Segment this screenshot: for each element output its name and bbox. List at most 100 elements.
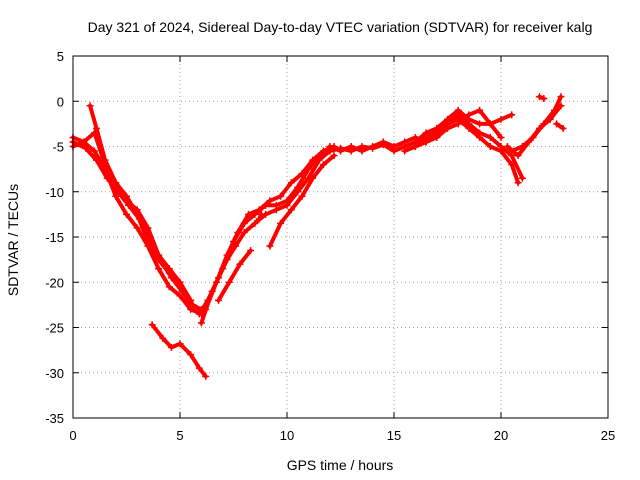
data-point <box>514 179 522 187</box>
data-point <box>176 340 184 348</box>
data-point <box>433 133 441 141</box>
x-tick-labels: 0 5 10 15 20 25 <box>69 428 615 443</box>
data-point <box>266 242 274 250</box>
data-point <box>159 334 167 342</box>
data-point <box>90 147 98 155</box>
data-series <box>69 93 567 380</box>
series-trace-3 <box>88 103 204 312</box>
data-point <box>165 283 173 291</box>
data-point <box>557 102 565 110</box>
data-point <box>144 224 152 232</box>
data-point <box>93 156 101 164</box>
y-tick-label: -30 <box>45 366 64 381</box>
y-tick-label: -15 <box>45 230 64 245</box>
data-point <box>557 93 565 101</box>
data-point <box>454 120 462 128</box>
data-point <box>197 319 205 327</box>
data-point <box>155 265 163 273</box>
data-point <box>255 215 263 223</box>
data-point <box>465 111 473 119</box>
y-tick-label: -35 <box>45 411 64 426</box>
data-point <box>215 296 223 304</box>
x-tick-label: 25 <box>601 428 615 443</box>
data-point <box>287 206 295 214</box>
data-point <box>277 192 285 200</box>
data-point <box>411 133 419 141</box>
data-point <box>540 95 548 103</box>
data-point <box>497 115 505 123</box>
data-point <box>82 144 90 152</box>
data-point <box>287 179 295 187</box>
y-tick-label: 5 <box>57 49 64 64</box>
y-tick-label: -10 <box>45 185 64 200</box>
data-point <box>277 219 285 227</box>
data-point <box>476 120 484 128</box>
data-point <box>518 174 526 182</box>
data-point <box>283 197 291 205</box>
data-point <box>309 156 317 164</box>
data-point <box>90 129 98 137</box>
data-point <box>476 133 484 141</box>
data-point <box>294 183 302 191</box>
data-point <box>298 170 306 178</box>
x-tick-label: 5 <box>176 428 183 443</box>
data-point <box>379 138 387 146</box>
data-point <box>176 278 184 286</box>
data-point <box>433 124 441 132</box>
data-point <box>176 292 184 300</box>
data-point <box>187 351 195 359</box>
data-point <box>123 197 130 205</box>
data-point <box>234 228 242 236</box>
data-point <box>486 143 494 150</box>
y-tick-label: -20 <box>45 275 64 290</box>
data-point <box>401 147 409 155</box>
data-point <box>80 138 88 146</box>
x-axis-label: GPS time / hours <box>287 457 394 473</box>
data-point <box>195 310 203 318</box>
data-point <box>319 147 327 155</box>
data-point <box>358 147 366 155</box>
data-point <box>369 143 377 150</box>
data-point <box>133 206 141 214</box>
data-point <box>536 93 544 101</box>
data-point <box>508 161 516 169</box>
data-point <box>536 124 544 132</box>
data-point <box>255 206 263 214</box>
data-point <box>559 124 567 132</box>
data-point <box>101 161 109 169</box>
data-point <box>257 210 265 218</box>
data-point <box>272 201 280 209</box>
data-point <box>236 260 244 268</box>
data-point <box>486 120 494 128</box>
data-point <box>411 143 419 150</box>
data-point <box>133 224 141 232</box>
data-point <box>225 278 233 286</box>
data-point <box>123 210 130 218</box>
data-point <box>508 111 516 119</box>
data-point <box>347 143 355 150</box>
data-point <box>244 210 252 218</box>
y-tick-labels: 5 0 -5 -10 -15 -20 -25 -30 -35 <box>45 49 64 426</box>
data-point <box>298 192 306 200</box>
y-axis-label: SDTVAR / TECUs <box>5 184 21 296</box>
data-point <box>553 120 561 128</box>
y-tick-label: -25 <box>45 321 64 336</box>
data-point <box>465 124 473 132</box>
data-point <box>319 161 327 169</box>
y-tick-label: -5 <box>52 140 64 155</box>
series-trace-17 <box>505 103 563 158</box>
data-point <box>486 133 494 141</box>
data-point <box>195 364 203 372</box>
data-point <box>165 265 173 273</box>
data-point <box>240 228 248 236</box>
y-tick-label: 0 <box>57 94 64 109</box>
data-point <box>93 124 101 132</box>
data-point <box>266 197 274 205</box>
chart-title: Day 321 of 2024, Sidereal Day-to-day VTE… <box>88 19 593 35</box>
data-point <box>112 192 120 200</box>
data-point <box>155 251 163 259</box>
data-point <box>546 115 554 123</box>
data-point <box>309 174 317 182</box>
data-point <box>167 343 175 351</box>
